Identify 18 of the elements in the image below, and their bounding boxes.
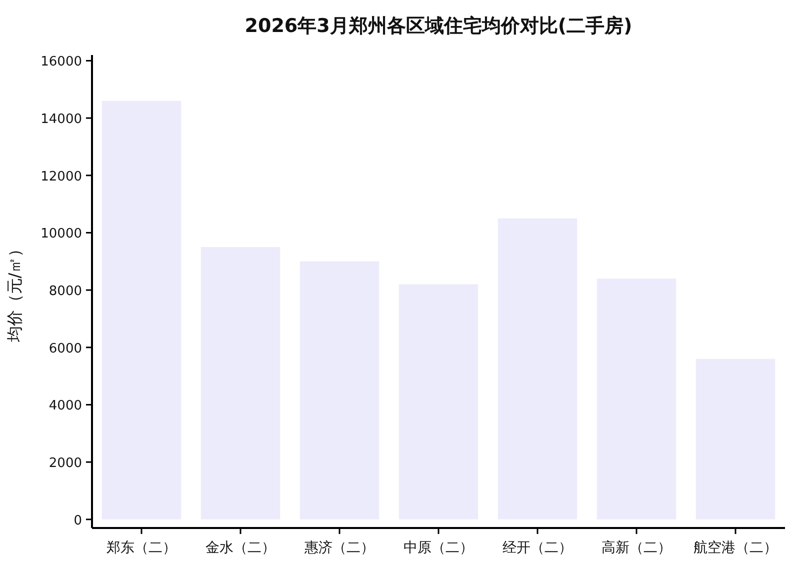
y-tick-label: 10000	[40, 226, 82, 242]
x-tick-label: 高新（二）	[602, 540, 672, 556]
y-tick-label: 0	[74, 513, 82, 528]
y-tick-label: 16000	[40, 54, 82, 70]
x-tick-label: 郑东（二）	[106, 540, 176, 556]
y-axis-title: 均价（元/㎡）	[5, 240, 24, 344]
y-tick-label: 14000	[40, 112, 82, 128]
x-tick-label: 中原（二）	[404, 540, 474, 556]
x-tick-label: 金水（二）	[206, 540, 276, 556]
x-tick-label: 航空港（二）	[694, 540, 778, 556]
chart-title: 2026年3月郑州各区域住宅均价对比(二手房)	[244, 15, 632, 37]
y-tick-label: 12000	[40, 169, 82, 184]
x-tick-label: 经开（二）	[502, 540, 572, 556]
y-tick-label: 2000	[48, 456, 82, 472]
y-tick-label: 4000	[48, 398, 82, 414]
x-tick-label: 惠济（二）	[304, 540, 374, 556]
y-tick-label: 6000	[48, 341, 82, 356]
y-tick-label: 8000	[48, 284, 82, 300]
